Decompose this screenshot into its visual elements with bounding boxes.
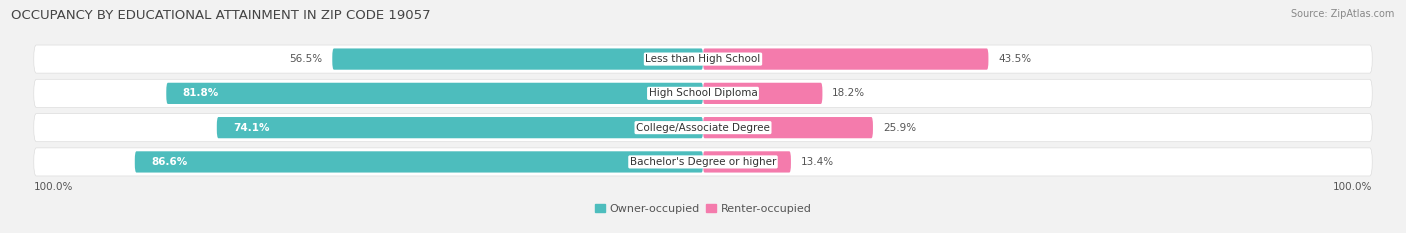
Text: 18.2%: 18.2% (832, 88, 865, 98)
FancyBboxPatch shape (34, 79, 1372, 107)
FancyBboxPatch shape (166, 83, 703, 104)
Text: College/Associate Degree: College/Associate Degree (636, 123, 770, 133)
FancyBboxPatch shape (34, 45, 1372, 73)
FancyBboxPatch shape (34, 148, 1372, 176)
Text: 86.6%: 86.6% (152, 157, 187, 167)
FancyBboxPatch shape (703, 83, 823, 104)
FancyBboxPatch shape (703, 48, 988, 70)
Text: 74.1%: 74.1% (233, 123, 270, 133)
Text: 81.8%: 81.8% (183, 88, 219, 98)
FancyBboxPatch shape (332, 48, 703, 70)
FancyBboxPatch shape (703, 151, 792, 173)
Legend: Owner-occupied, Renter-occupied: Owner-occupied, Renter-occupied (591, 199, 815, 218)
FancyBboxPatch shape (135, 151, 703, 173)
Text: 100.0%: 100.0% (1333, 182, 1372, 192)
FancyBboxPatch shape (217, 117, 703, 138)
Text: 13.4%: 13.4% (801, 157, 834, 167)
Text: 56.5%: 56.5% (290, 54, 322, 64)
Text: Source: ZipAtlas.com: Source: ZipAtlas.com (1291, 9, 1395, 19)
Text: High School Diploma: High School Diploma (648, 88, 758, 98)
Text: 25.9%: 25.9% (883, 123, 915, 133)
Text: 100.0%: 100.0% (34, 182, 73, 192)
FancyBboxPatch shape (34, 113, 1372, 142)
Text: 43.5%: 43.5% (998, 54, 1032, 64)
Text: Less than High School: Less than High School (645, 54, 761, 64)
Text: Bachelor's Degree or higher: Bachelor's Degree or higher (630, 157, 776, 167)
Text: OCCUPANCY BY EDUCATIONAL ATTAINMENT IN ZIP CODE 19057: OCCUPANCY BY EDUCATIONAL ATTAINMENT IN Z… (11, 9, 430, 22)
FancyBboxPatch shape (703, 117, 873, 138)
